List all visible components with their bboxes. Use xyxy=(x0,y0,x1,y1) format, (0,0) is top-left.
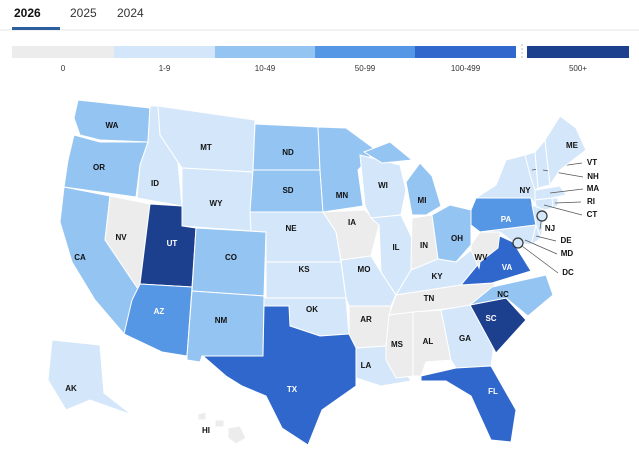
year-tab[interactable]: 2024 xyxy=(117,6,144,20)
state-label: HI xyxy=(202,426,210,435)
state-shape[interactable] xyxy=(340,255,397,307)
legend-label: 500+ xyxy=(569,64,587,73)
leader-line xyxy=(517,242,559,274)
state-label: LA xyxy=(361,361,372,370)
state-label: MI xyxy=(418,196,427,205)
state-label: MT xyxy=(200,143,212,152)
state-label: NC xyxy=(497,290,509,299)
leader-line xyxy=(524,239,558,255)
year-tab[interactable]: 2025 xyxy=(70,6,97,20)
state-label: MA xyxy=(587,184,600,193)
legend-swatch xyxy=(415,46,516,58)
state-label: NE xyxy=(285,224,297,233)
state-label: AZ xyxy=(154,307,165,316)
state-label: OR xyxy=(93,163,105,172)
legend-swatch xyxy=(527,46,629,58)
state-label: DE xyxy=(560,236,572,245)
state-label: DC xyxy=(562,268,574,277)
state-label: WV xyxy=(475,253,489,262)
small-state-marker[interactable] xyxy=(512,237,524,249)
state-label: OK xyxy=(306,305,318,314)
legend-swatch xyxy=(315,46,415,58)
legend-label: 50-99 xyxy=(355,64,376,73)
legend-label: 100-499 xyxy=(451,64,481,73)
legend-swatch xyxy=(215,46,315,58)
state-label: IA xyxy=(348,218,356,227)
state-shape[interactable] xyxy=(469,274,554,317)
leader-line xyxy=(535,235,557,242)
legend-label: 10-49 xyxy=(255,64,276,73)
state-shape[interactable] xyxy=(123,283,193,357)
state-label: OH xyxy=(451,234,463,243)
state-label: VT xyxy=(587,158,597,167)
state-label: RI xyxy=(587,197,595,206)
state-shape[interactable] xyxy=(201,305,357,446)
state-label: NV xyxy=(115,233,127,242)
state-shape[interactable] xyxy=(197,411,247,445)
state-label: IL xyxy=(392,243,399,252)
state-label: SC xyxy=(485,314,496,323)
state-label: UT xyxy=(167,239,178,248)
state-shape[interactable] xyxy=(252,123,321,171)
state-shape[interactable] xyxy=(63,134,149,198)
state-shape[interactable] xyxy=(186,290,265,363)
state-label: AK xyxy=(65,384,77,393)
state-label: KS xyxy=(298,265,310,274)
state-label: FL xyxy=(488,387,498,396)
state-label: PA xyxy=(501,215,512,224)
state-label: MD xyxy=(561,249,574,258)
legend-swatch xyxy=(114,46,215,58)
legend-swatch xyxy=(12,46,114,58)
state-label: AL xyxy=(423,337,434,346)
state-shape[interactable] xyxy=(317,126,377,213)
small-state-marker[interactable] xyxy=(536,210,548,222)
state-label: WI xyxy=(378,181,388,190)
legend-label: 0 xyxy=(61,64,66,73)
state-shape[interactable] xyxy=(47,339,133,416)
leader-line xyxy=(554,201,582,204)
state-label: TN xyxy=(424,294,435,303)
active-tab-underline xyxy=(12,27,60,30)
year-tab[interactable]: 2026 xyxy=(14,6,41,20)
state-label: AR xyxy=(360,315,372,324)
state-label: NY xyxy=(519,186,531,195)
state-shape[interactable] xyxy=(348,305,392,349)
state-label: KY xyxy=(431,272,443,281)
state-shape[interactable] xyxy=(524,151,539,191)
state-label: ME xyxy=(566,141,579,150)
state-label: NM xyxy=(215,316,228,325)
state-label: CT xyxy=(587,210,598,219)
state-label: MS xyxy=(391,340,404,349)
state-label: WA xyxy=(106,121,119,130)
state-shape[interactable] xyxy=(420,365,517,443)
state-label: NH xyxy=(587,172,599,181)
legend-label: 1-9 xyxy=(159,64,171,73)
leader-line xyxy=(543,204,583,216)
state-label: WY xyxy=(210,199,224,208)
state-label: TX xyxy=(287,385,298,394)
state-label: VA xyxy=(502,263,513,272)
state-label: ID xyxy=(151,179,159,188)
state-label: GA xyxy=(459,334,471,343)
state-label: CA xyxy=(74,253,86,262)
state-label: ND xyxy=(282,148,294,157)
state-label: NJ xyxy=(545,224,555,233)
state-label: CO xyxy=(225,253,237,262)
state-shape[interactable] xyxy=(544,115,587,187)
state-shape[interactable] xyxy=(362,141,442,216)
state-label: MO xyxy=(358,265,371,274)
state-label: MN xyxy=(336,191,349,200)
leader-line xyxy=(549,188,584,194)
state-label: SD xyxy=(282,186,293,195)
state-label: IN xyxy=(420,241,428,250)
